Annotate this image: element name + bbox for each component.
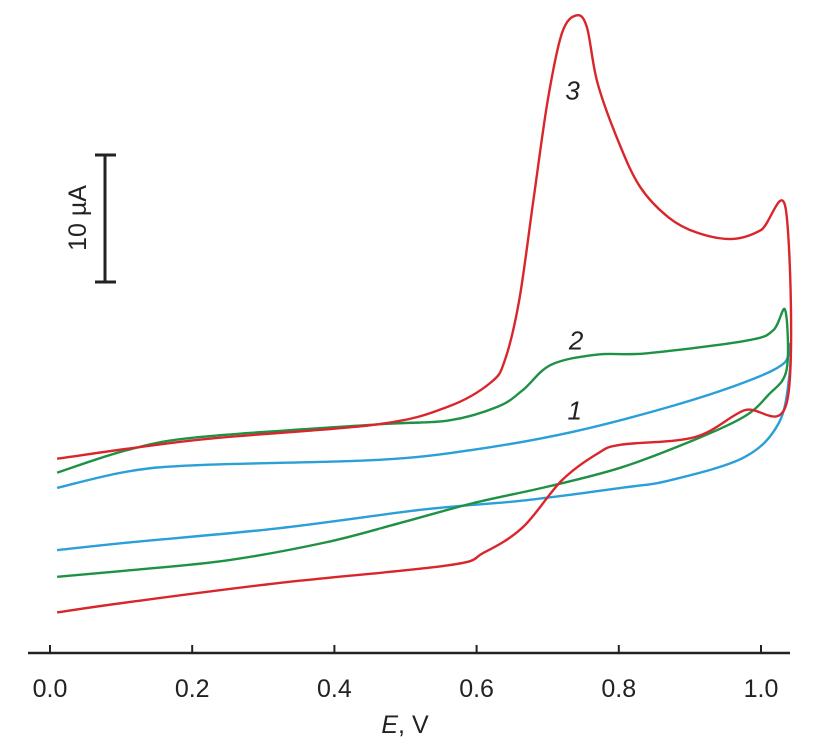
x-axis-title-symbol: E (381, 711, 398, 739)
x-axis-title-unit: , V (398, 711, 429, 739)
series-label-3: 3 (565, 75, 580, 105)
series-line-2 (56, 307, 790, 578)
series-label-1: 1 (567, 395, 581, 425)
x-tick-label: 0.0 (33, 675, 68, 703)
x-tick-label: 0.6 (459, 675, 494, 703)
scale-bar-label: 10 µA (64, 185, 92, 251)
x-axis-ticks: 0.0 0.2 0.4 0.6 0.8 1.0 (33, 645, 779, 703)
x-tick-label: 0.4 (317, 675, 352, 703)
x-tick-label: 0.2 (175, 675, 210, 703)
scale-bar (95, 153, 116, 284)
x-tick-label: 0.8 (601, 675, 636, 703)
x-axis-title: E, V (381, 711, 429, 739)
series-line-1 (56, 343, 792, 552)
x-tick-label: 1.0 (744, 675, 779, 703)
series-line-3 (56, 13, 793, 614)
series-label-2: 2 (568, 326, 584, 356)
curves: 1 2 3 (56, 13, 793, 614)
